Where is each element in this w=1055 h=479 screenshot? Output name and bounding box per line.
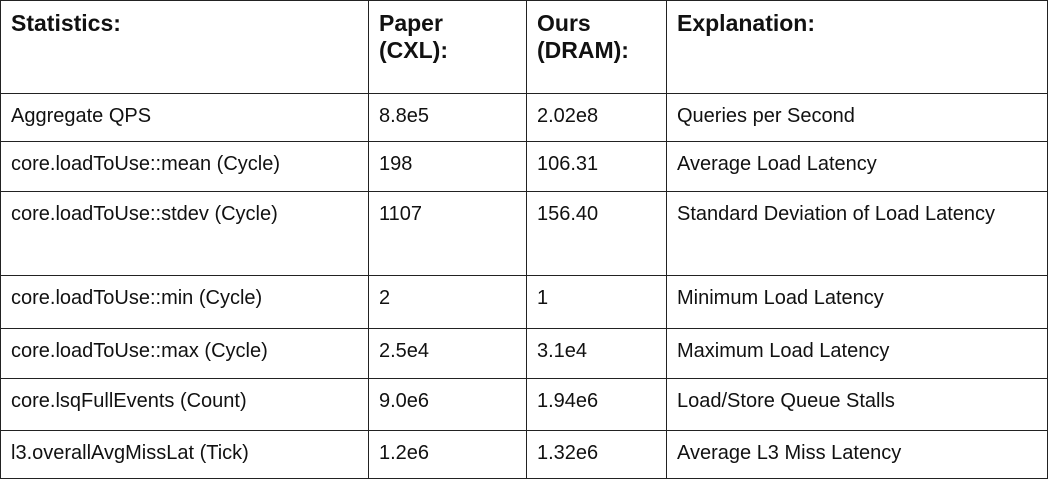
table-cell: 106.31 [526,141,667,192]
table-row: core.loadToUse::max (Cycle) 2.5e4 3.1e4 Max… [0,328,1048,379]
header-cell: Paper (CXL): [368,0,527,94]
table-row: l3.overallAvgMissLat (Tick) 1.2e6 1.32e6 Av… [0,430,1048,479]
table-cell: Average L3 Miss Latency [666,430,1048,479]
table-cell: core.loadToUse::max (Cycle) [0,328,369,379]
table-cell: Queries per Second [666,93,1048,142]
table-cell: core.lsqFullEvents (Count) [0,378,369,431]
table-cell: 1.32e6 [526,430,667,479]
table-cell: core.loadToUse::min (Cycle) [0,275,369,329]
table-header: Statistics: Paper (CXL): Ours (DRAM): Expla… [0,0,1048,94]
table-row: core.loadToUse::min (Cycle) 2 1 Minimum Loa… [0,275,1048,329]
table-cell: 3.1e4 [526,328,667,379]
table-cell: 2.02e8 [526,93,667,142]
table-row: core.lsqFullEvents (Count) 9.0e6 1.94e6 Loa… [0,378,1048,431]
table-cell: 1107 [368,191,527,276]
header-row: Statistics: Paper (CXL): Ours (DRAM): Expla… [0,0,1048,94]
header-cell: Ours (DRAM): [526,0,667,94]
table-cell: 9.0e6 [368,378,527,431]
table-cell: 156.40 [526,191,667,276]
table-cell: l3.overallAvgMissLat (Tick) [0,430,369,479]
table-row: core.loadToUse::mean (Cycle) 198 106.31 Ave… [0,141,1048,192]
table-cell: Maximum Load Latency [666,328,1048,379]
table-cell: Standard Deviation of Load Latency [666,191,1048,276]
table-cell: 2.5e4 [368,328,527,379]
header-cell: Explanation: [666,0,1048,94]
table-cell: Average Load Latency [666,141,1048,192]
table-cell: Load/Store Queue Stalls [666,378,1048,431]
table-body: Aggregate QPS 8.8e5 2.02e8 Queries per Seco… [0,93,1048,479]
table-cell: Minimum Load Latency [666,275,1048,329]
table-cell: 1.94e6 [526,378,667,431]
table-cell: 1 [526,275,667,329]
table-cell: core.loadToUse::stdev (Cycle) [0,191,369,276]
table-cell: core.loadToUse::mean (Cycle) [0,141,369,192]
table-cell: 1.2e6 [368,430,527,479]
table-cell: 8.8e5 [368,93,527,142]
table-cell: 2 [368,275,527,329]
table-cell: Aggregate QPS [0,93,369,142]
table-cell: 198 [368,141,527,192]
table-row: Aggregate QPS 8.8e5 2.02e8 Queries per Seco… [0,93,1048,142]
table-row: core.loadToUse::stdev (Cycle) 1107 156.40 S… [0,191,1048,276]
header-cell: Statistics: [0,0,369,94]
